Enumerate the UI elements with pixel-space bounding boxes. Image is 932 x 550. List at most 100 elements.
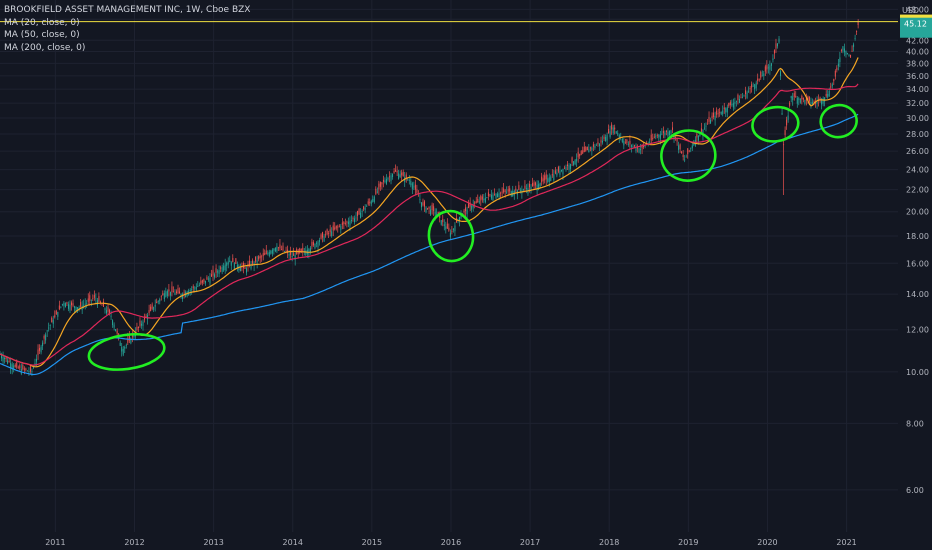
y-tick-label: 12.00 [906,326,929,335]
annotation-ellipse[interactable] [658,127,718,184]
candle-body [837,63,839,67]
candle-body [687,148,689,154]
candle-body [522,189,524,191]
candle-body [183,292,185,294]
candle-body [226,262,228,266]
candle-body [533,182,535,186]
legend-ma50[interactable]: MA (50, close, 0) [4,30,80,40]
candle-body [773,50,775,54]
candle-body [122,348,124,355]
candle-body [1,355,3,359]
candle-body [737,94,739,100]
chart-title: BROOKFIELD ASSET MANAGEMENT INC, 1W, Cbo… [4,5,251,15]
candle-body [594,145,596,149]
candle-body [80,302,82,307]
candle-body [239,266,241,272]
legend-ma20[interactable]: MA (20, close, 0) [4,17,80,28]
candle-body [586,146,588,151]
candle-body [577,151,579,158]
annotation-ellipse[interactable] [819,103,859,140]
candle-body [212,270,214,276]
candle-body [557,166,559,172]
annotation-ellipse[interactable] [426,208,477,264]
candle-body [84,303,86,305]
candle-body [702,129,704,135]
candle-body [98,296,100,302]
candle-body [679,144,681,150]
candle-body [811,102,813,104]
price-axis[interactable]: 6.00 8.00 10.00 12.00 14.00 16.00 18.00 20.00 22… [900,5,932,495]
candle-body [708,116,710,122]
candle-body [270,250,272,254]
candle-body [245,268,247,273]
candle-body [387,177,389,180]
y-tick-label: 10.00 [906,368,929,377]
candle-body [291,255,293,257]
candle-body [169,291,171,296]
candle-body [822,98,824,104]
candle-body [96,300,98,306]
candle-body [268,251,270,256]
candle-body [813,101,815,103]
candle-body [389,176,391,178]
candle-body [656,135,658,136]
candle-body [221,267,223,272]
candle-body [559,170,561,175]
candle-body [766,65,768,70]
annotation-ellipse[interactable] [87,330,167,374]
candle-body [716,110,718,115]
candle-body [434,211,436,215]
candle-body [325,234,327,236]
candle-body [583,146,585,153]
candle-body [775,43,777,49]
candle-body [845,50,847,55]
y-tick-label: 40.00 [906,48,929,57]
candle-body [150,306,152,311]
legend-ma200[interactable]: MA (200, close, 0) [4,42,86,53]
candle-body [843,48,845,53]
candle-body [717,113,719,115]
candle-body [430,209,432,215]
candle-body [83,304,85,306]
candle-body [107,307,109,312]
candle-body [469,202,471,207]
candle-body [743,95,745,97]
moving-averages [0,57,859,376]
candle-body [414,184,416,190]
candle-body [740,97,742,99]
annotation-ellipse[interactable] [750,104,800,144]
candle-body [314,243,316,249]
candle-body [258,256,260,260]
candle-body [548,177,550,182]
candle-body [235,258,237,264]
candle-body [612,127,614,134]
candle-body [481,196,483,200]
candle-body [40,346,42,353]
candle-body [541,176,543,183]
time-axis[interactable]: 2011 2012 2013 2014 2015 2016 2017 2018 2019 2020… [45,538,857,547]
candle-body [828,90,830,97]
candle-body [790,96,792,99]
candle-body [75,306,77,312]
candle-body [89,295,91,301]
y-tick-label: 32.00 [906,99,929,108]
candle-body [795,95,797,98]
x-tick-label: 2014 [283,538,303,547]
candle-body [637,147,639,149]
candle-body [571,157,573,163]
candle-body [273,248,275,251]
candle-body [723,107,725,110]
candle-body [618,135,620,138]
candle-body [364,207,366,211]
candle-body [215,268,217,273]
candle-body [166,291,168,296]
candle-body [402,171,404,177]
candle-body [573,161,575,166]
candle-body [769,65,771,70]
candle-body [545,174,547,180]
candle-body [366,206,368,207]
candle-body [180,293,182,297]
candle-body [22,364,24,370]
candle-body [160,296,162,298]
